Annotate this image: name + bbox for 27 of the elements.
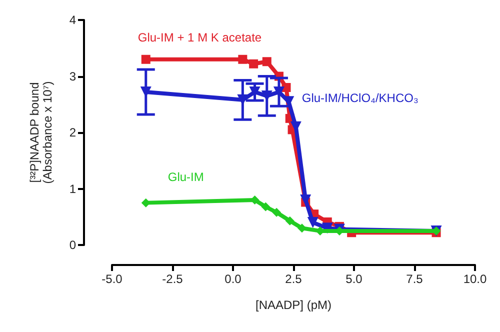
point xyxy=(272,208,282,217)
x-tick-label: 7.5 xyxy=(406,272,424,286)
x-tick-label: -2.5 xyxy=(162,272,184,286)
y-tick-label: 3 xyxy=(69,69,76,84)
point xyxy=(141,54,150,64)
x-tick-label: 0.0 xyxy=(224,272,242,286)
y-tick-label: 1 xyxy=(69,182,76,196)
point xyxy=(307,217,318,228)
x-tick-label: 5.0 xyxy=(346,272,363,286)
y-tick-label: 4 xyxy=(69,13,76,27)
x-axis-title: [NAADP] (pM) xyxy=(255,298,332,312)
x-tick-label: 10.0 xyxy=(463,272,487,286)
point xyxy=(261,202,270,212)
point xyxy=(297,224,306,233)
point xyxy=(238,54,248,64)
y-axis-title: [³²P]NAADP bound (Absorbance x 10⁷) xyxy=(28,81,54,184)
point xyxy=(249,59,258,68)
point xyxy=(285,216,294,226)
series-label: Glu-IM/HClO₄/KHCO₃ xyxy=(302,91,418,105)
series-label: Glu-IM + 1 M K acetate xyxy=(138,30,262,44)
x-tick-label: 2.5 xyxy=(285,272,302,286)
point xyxy=(300,194,312,206)
y-tick-label: 2 xyxy=(69,126,76,140)
y-tick-label: 0 xyxy=(69,238,76,252)
point xyxy=(262,57,272,66)
x-tick-label: -5.0 xyxy=(102,272,123,286)
series-label: Glu-IM xyxy=(168,170,204,184)
